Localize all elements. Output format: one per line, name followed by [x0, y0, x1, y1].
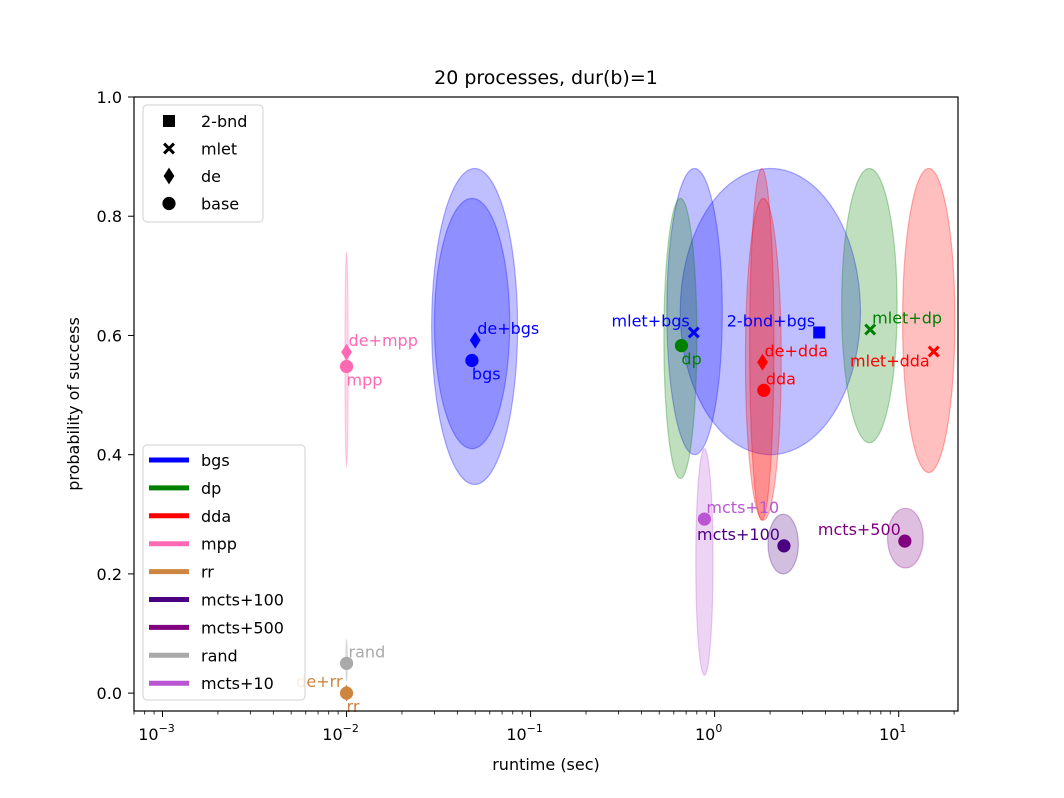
- point-label: mlet+bgs: [612, 311, 690, 330]
- data-point-marker: [813, 326, 826, 339]
- spread-ellipse: [901, 167, 956, 474]
- point-label-layer: bgs de+bgs mlet+bgs 2-bnd+bgs dp mlet+dp dda de…: [296, 308, 942, 716]
- x-axis: 10−3 10−2 10−1 100 101: [133, 711, 955, 744]
- spread-ellipse: [679, 167, 862, 456]
- color-legend-label: rr: [201, 563, 214, 582]
- data-point-marker: [927, 345, 940, 358]
- point-label: mlet+dp: [872, 308, 942, 327]
- point-label: mpp: [347, 370, 383, 389]
- data-point-marker: [864, 323, 877, 336]
- x-tick-label: 10−3: [138, 722, 175, 744]
- color-legend-label: dp: [201, 479, 221, 498]
- y-tick-label: 1.0: [97, 88, 122, 107]
- point-label: rand: [349, 642, 386, 661]
- point-label: mcts+10: [706, 498, 779, 517]
- marker-legend-label: base: [201, 195, 239, 214]
- data-point-marker: [341, 343, 352, 361]
- y-axis-label: probability of success: [64, 317, 83, 491]
- data-point-marker: [339, 656, 354, 670]
- legend-marker-square: [163, 115, 175, 127]
- data-point-marker: [465, 353, 479, 368]
- spread-layer: [344, 167, 956, 682]
- marker-legend-label: de: [201, 167, 221, 186]
- color-legend-label: dda: [201, 507, 231, 526]
- marker-legend: 2-bnd mlet de base: [142, 104, 264, 223]
- point-label: 2-bnd+bgs: [727, 311, 815, 330]
- y-tick-label: 0.2: [97, 565, 122, 584]
- color-legend-label: mcts+100: [201, 591, 284, 610]
- spread-ellipse: [433, 197, 511, 450]
- color-legend-label: mcts+10: [201, 674, 274, 693]
- point-label: mcts+500: [818, 520, 901, 539]
- data-point-marker: [777, 539, 791, 553]
- point-label: de+mpp: [349, 331, 418, 350]
- x-tick-label: 101: [879, 722, 906, 744]
- spread-ellipse: [841, 167, 898, 444]
- data-point-marker: [687, 326, 700, 339]
- spread-ellipse: [749, 167, 775, 521]
- color-legend-box: [142, 444, 306, 701]
- marker-layer: [339, 323, 940, 702]
- color-legend-label: bgs: [201, 451, 230, 470]
- data-point-marker: [757, 383, 771, 397]
- legend-marker-x: [163, 142, 175, 155]
- plot-frame: [133, 96, 959, 712]
- data-point-marker: [341, 684, 352, 702]
- point-label: de+bgs: [477, 319, 539, 338]
- point-label: de+dda: [765, 341, 829, 360]
- spread-ellipse: [663, 197, 698, 480]
- data-point-marker: [697, 512, 712, 526]
- y-tick-label: 0.0: [97, 684, 122, 703]
- legend-marker-diamond: [163, 167, 175, 185]
- spread-ellipse: [431, 167, 519, 486]
- point-label: mlet+dda: [850, 352, 930, 371]
- spread-ellipse: [666, 167, 723, 456]
- point-label: dp: [681, 350, 701, 369]
- data-point-marker: [674, 338, 689, 353]
- point-label: bgs: [472, 364, 501, 383]
- x-tick-label: 10−2: [322, 722, 359, 744]
- y-tick-label: 0.6: [97, 326, 122, 345]
- data-point-marker: [469, 331, 481, 349]
- point-label: rr: [347, 697, 360, 716]
- color-legend: bgs dp dda mpp rr mcts+100 mcts+500 rand mcts+10: [142, 444, 306, 701]
- point-label: mcts+100: [697, 525, 780, 544]
- legend-marker-circle: [162, 196, 176, 211]
- data-point-marker: [757, 353, 768, 371]
- chart-title: 20 processes, dur(b)=1: [434, 67, 658, 89]
- data-point-marker: [339, 359, 354, 374]
- y-tick-label: 0.4: [97, 446, 122, 465]
- point-label: de+rr: [296, 672, 343, 691]
- marker-legend-label: 2-bnd: [201, 112, 247, 131]
- marker-legend-label: mlet: [201, 140, 237, 159]
- x-tick-label: 100: [695, 722, 722, 744]
- marker-legend-box: [142, 104, 264, 223]
- x-axis-label: runtime (sec): [492, 755, 600, 774]
- data-point-marker: [898, 534, 912, 548]
- y-tick-label: 0.8: [97, 207, 122, 226]
- point-label: dda: [766, 369, 796, 388]
- spread-ellipse: [695, 448, 714, 676]
- y-axis: 0.0 0.2 0.4 0.6 0.8 1.0: [97, 88, 134, 703]
- x-tick-label: 10−1: [506, 722, 543, 744]
- color-legend-label: rand: [201, 646, 238, 665]
- color-legend-label: mcts+500: [201, 618, 284, 637]
- color-legend-label: mpp: [201, 535, 237, 554]
